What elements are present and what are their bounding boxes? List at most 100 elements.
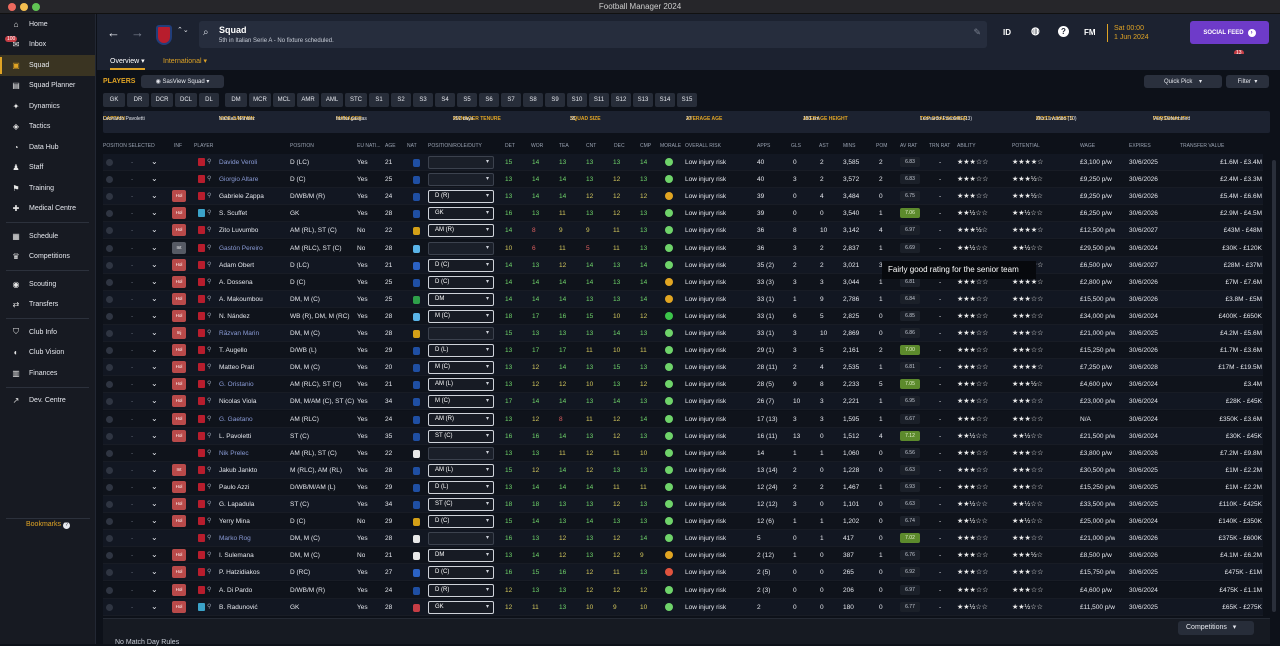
table-row[interactable]: - ⌄ Hol ⚲ B. Radunović GK Yes 28 GK 12 11 13 10 9 10 Lo… <box>103 598 1263 616</box>
morale-icon[interactable] <box>665 534 673 543</box>
role-duty-dropdown[interactable]: M (C) <box>428 395 494 409</box>
select-checkbox[interactable] <box>106 381 113 389</box>
filter-s9[interactable]: S9 <box>545 93 565 107</box>
column-header[interactable]: NAT <box>407 143 417 149</box>
filter-gk[interactable]: GK <box>103 93 125 107</box>
player-name[interactable]: Giorgio Altare <box>219 176 259 184</box>
chevron-down-icon[interactable]: ⌄ <box>151 174 158 184</box>
role-duty-dropdown[interactable]: ST (C) <box>428 429 494 443</box>
player-name[interactable]: A. Dossena <box>219 278 253 286</box>
filter-s14[interactable]: S14 <box>655 93 675 107</box>
sidebar-item-staff[interactable]: ♟ Staff <box>0 158 95 179</box>
filter-s15[interactable]: S15 <box>677 93 697 107</box>
player-name[interactable]: Yerry Mina <box>219 518 250 526</box>
chevron-down-icon[interactable]: ⌄ <box>151 225 158 235</box>
player-name[interactable]: G. Gaetano <box>219 415 253 423</box>
nation-flag-icon[interactable] <box>413 535 420 544</box>
filter-dl[interactable]: DL <box>199 93 219 107</box>
nation-flag-icon[interactable] <box>413 432 420 441</box>
role-duty-dropdown[interactable] <box>428 173 494 187</box>
nation-flag-icon[interactable] <box>413 449 420 458</box>
select-checkbox[interactable] <box>106 483 113 491</box>
inf-badge[interactable]: Hol <box>172 224 186 237</box>
chevron-down-icon[interactable]: ⌄ <box>151 379 158 389</box>
column-header[interactable]: AST <box>819 143 829 149</box>
table-row[interactable]: - ⌄ ⚲ Davide Veroli D (LC) Yes 21 15 14 13 13 13 14 L… <box>103 154 1263 171</box>
inf-badge[interactable]: Hol <box>172 395 186 408</box>
morale-icon[interactable] <box>665 363 673 372</box>
chevron-down-icon[interactable]: ⌄ <box>151 601 158 611</box>
table-row[interactable]: - ⌄ Hol ⚲ Adam Obert D (LC) Yes 21 D (C) 14 13 12 14… <box>103 256 1263 274</box>
role-duty-dropdown[interactable]: AM (R) <box>428 224 494 238</box>
filter-s12[interactable]: S12 <box>611 93 631 107</box>
role-duty-dropdown[interactable]: D (C) <box>428 515 494 529</box>
column-header[interactable]: POSITION/ROLE/DUTY <box>428 143 482 149</box>
nation-flag-icon[interactable] <box>413 483 420 492</box>
table-row[interactable]: - ⌄ Hol ⚲ A. Makoumbou DM, M (C) Yes 25 DM 14 14 14… <box>103 290 1263 308</box>
filter-s10[interactable]: S10 <box>567 93 587 107</box>
view-selector[interactable]: ◉ SasView Squad ▾ <box>141 75 224 88</box>
forward-arrow-icon[interactable]: → <box>131 25 144 40</box>
player-name[interactable]: P. Hatzidiakos <box>219 569 260 577</box>
role-duty-dropdown[interactable]: D (C) <box>428 566 494 580</box>
nation-flag-icon[interactable] <box>413 415 420 424</box>
column-header[interactable]: TEA <box>559 143 569 149</box>
filter-dcr[interactable]: DCR <box>151 93 173 107</box>
sidebar-item-dynamics[interactable]: ✦ Dynamics <box>0 96 95 117</box>
role-duty-dropdown[interactable]: DM <box>428 549 494 563</box>
table-row[interactable]: - ⌄ Hol ⚲ S. Scuffet GK Yes 28 GK 16 13 11 13 12 13 Low… <box>103 205 1263 223</box>
select-checkbox[interactable] <box>106 227 113 235</box>
morale-icon[interactable] <box>665 431 673 440</box>
help-icon[interactable]: ? <box>1058 26 1069 37</box>
column-header[interactable]: WOR <box>531 143 544 149</box>
player-name[interactable]: Davide Veroli <box>219 159 258 166</box>
column-header[interactable]: INF <box>174 143 183 149</box>
select-checkbox[interactable] <box>106 295 113 303</box>
select-checkbox[interactable] <box>106 312 113 320</box>
sidebar-item-scouting[interactable]: ◉ Scouting <box>0 274 95 295</box>
filter-mcr[interactable]: MCR <box>249 93 271 107</box>
player-name[interactable]: Zito Luvumbo <box>219 227 259 235</box>
nation-flag-icon[interactable] <box>413 159 420 167</box>
close-window-icon[interactable] <box>8 3 16 11</box>
inf-badge[interactable]: Hol <box>172 480 186 493</box>
filter-dcl[interactable]: DCL <box>175 93 197 107</box>
inf-badge[interactable]: Int <box>172 463 186 476</box>
nation-flag-icon[interactable] <box>413 347 420 356</box>
nation-flag-icon[interactable] <box>413 278 420 287</box>
nation-flag-icon[interactable] <box>413 193 420 202</box>
chevron-down-icon[interactable]: ⌄ <box>151 584 158 594</box>
column-header[interactable]: PLAYER <box>194 143 214 149</box>
role-duty-dropdown[interactable]: GK <box>428 207 494 221</box>
morale-icon[interactable] <box>665 551 673 560</box>
table-row[interactable]: - ⌄ Int ⚲ Gastón Pereiro AM (RLC), ST (C) No 28… <box>103 239 1263 257</box>
inf-badge[interactable]: Inj <box>172 327 186 339</box>
nation-flag-icon[interactable] <box>413 244 420 253</box>
table-row[interactable]: - ⌄ Hol ⚲ G. Oristanio AM (RLC), ST (C) Yes 21 A… <box>103 376 1263 394</box>
chevron-down-icon[interactable]: ⌄ <box>151 310 158 320</box>
filter-dr[interactable]: DR <box>127 93 149 107</box>
chevron-down-icon[interactable]: ⌄ <box>151 276 158 286</box>
sidebar-item-squad[interactable]: ▣ Squad <box>0 55 95 76</box>
nation-flag-icon[interactable] <box>413 518 420 527</box>
nation-flag-icon[interactable] <box>413 261 420 270</box>
sidebar-item-club-info[interactable]: ⛉ Club Info <box>0 322 95 343</box>
select-checkbox[interactable] <box>106 364 113 372</box>
player-name[interactable]: T. Augello <box>219 347 248 355</box>
column-header[interactable]: MORALE <box>660 143 682 149</box>
role-duty-dropdown[interactable] <box>428 446 494 460</box>
role-duty-dropdown[interactable] <box>428 241 494 255</box>
role-duty-dropdown[interactable]: DM <box>428 292 494 306</box>
column-header[interactable]: TRANSFER VALUE <box>1180 143 1225 149</box>
inf-badge[interactable]: Hol <box>172 566 186 579</box>
fm-button[interactable]: FM <box>1084 28 1096 37</box>
player-name[interactable]: L. Pavoletti <box>219 432 252 440</box>
sidebar-item-finances[interactable]: ▥ Finances <box>0 363 95 384</box>
nation-flag-icon[interactable] <box>413 501 420 509</box>
select-checkbox[interactable] <box>106 552 113 560</box>
morale-icon[interactable] <box>665 346 673 355</box>
table-row[interactable]: - ⌄ Hol ⚲ P. Hatzidiakos D (RC) Yes 27 D (C) 16 15… <box>103 564 1263 582</box>
filter-s2[interactable]: S2 <box>391 93 411 107</box>
morale-icon[interactable] <box>665 602 673 611</box>
